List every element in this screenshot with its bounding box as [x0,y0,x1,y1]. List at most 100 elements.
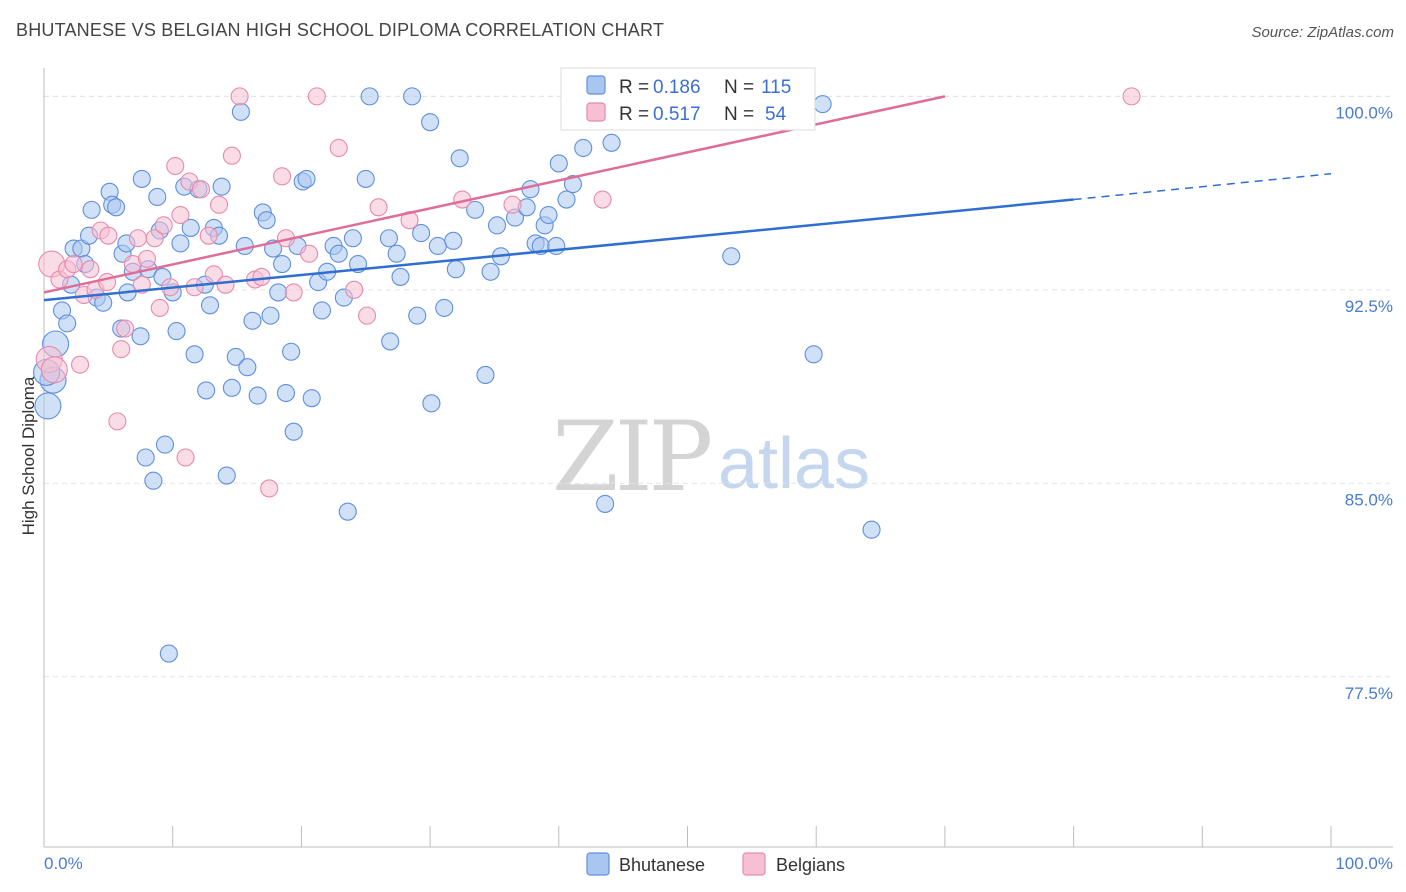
legend-swatch-belgians [586,102,606,122]
belgians-point [70,355,90,374]
chart-title: BHUTANESE VS BELGIAN HIGH SCHOOL DIPLOMA… [16,20,665,40]
bhutanese-point [387,244,406,263]
bhutanese-point [487,216,507,235]
bhutanese-point [481,262,500,281]
belgians-point [503,195,522,214]
bhutanese-point [144,471,163,490]
bhutanese-point [155,435,175,454]
grid-lines [44,95,1393,678]
bhutanese-point [248,386,267,405]
bhutanese-point [243,311,262,330]
bhutanese-point [722,247,741,266]
bhutanese-point [539,205,558,225]
bhutanese-point [159,644,178,663]
bhutanese-point [403,87,422,106]
bhutanese-point [428,236,447,256]
legend-r-value-bhutanese: 0.186 [653,77,701,98]
x-tick-label-max: 100.0% [1335,854,1393,873]
bhutanese-point [231,102,250,121]
belgians-point [216,275,235,294]
belgians-point [150,298,169,317]
bhutanese-point [136,448,155,467]
source-label: Source: ZipAtlas.com [1251,24,1394,41]
x-tick-label-min: 0.0% [44,854,83,873]
belgians-point [345,280,364,299]
belgians-point [137,249,157,268]
bhutanese-point [466,200,485,219]
bhutanese-point [212,177,231,196]
axes [43,68,1393,848]
bhutanese-point [282,342,301,361]
belgians-point [260,479,279,498]
legend-n-label-bhutanese: N = [724,77,754,98]
bottom-legend-swatch-belgians [742,852,766,876]
watermark-zip: ZIP [552,401,711,513]
belgians-point [252,267,271,286]
belgians-point [154,216,173,235]
bhutanese-point [238,358,257,377]
belgians-point [273,167,292,186]
belgians-point [329,138,348,158]
bhutanese-point [391,267,410,286]
belgians-point [128,229,148,248]
bhutanese-point [574,138,593,158]
bhutanese-point [412,224,431,243]
bhutanese-point [563,175,583,194]
bhutanese-point [273,254,292,274]
trend-line-bhutanese [43,198,1074,302]
bhutanese-point [381,332,400,351]
y-tick-label: 92.5% [1345,297,1393,316]
belgians-point [166,156,185,176]
bhutanese-point [257,211,276,230]
bhutanese-point [82,200,101,219]
bhutanese-point [297,169,316,188]
bhutanese-point [197,381,216,400]
bhutanese-point [181,218,200,237]
belgians-point [307,87,326,106]
belgians-point [199,226,218,245]
bhutanese-point [557,190,576,209]
bhutanese-point [58,314,77,333]
bhutanese-point [343,229,362,248]
bhutanese-point [862,520,881,539]
legend-r-value-belgians: 0.517 [653,104,701,125]
legend-n-label-belgians: N = [724,104,754,125]
bhutanese-point [476,365,495,385]
bhutanese-point [148,187,167,207]
series-legend: Bhutanese Belgians [586,852,845,876]
watermark-atlas: atlas [718,424,870,504]
bhutanese-point [435,298,454,317]
bhutanese-point [329,244,348,263]
bhutanese-point [276,383,296,403]
legend-n-value-bhutanese: 115 [761,77,791,98]
bottom-legend-swatch-bhutanese [586,852,610,876]
bhutanese-point [379,229,398,248]
bhutanese-point [596,494,615,513]
belgians-point [369,198,388,217]
bhutanese-point [444,231,463,250]
bhutanese-point [261,306,280,325]
legend-n-value-belgians: 54 [765,104,787,125]
belgians-point [171,205,190,225]
bhutanese-point [408,306,427,325]
bhutanese-point [338,502,357,521]
trend-line-bhutanese-extension [1073,173,1332,201]
bhutanese-point [226,347,245,366]
belgians-point [1122,87,1141,106]
stats-legend: R = 0.186 N = 115 R = 0.517 N = 54 [560,67,816,131]
y-tick-label: 77.5% [1345,684,1393,703]
belgians-point [209,195,229,214]
belgians-point [112,340,131,359]
y-tick-labels: 77.5% 85.0% 92.5% 100.0% [1335,103,1393,702]
belgians-point [300,244,319,263]
series-bhutanese-points [33,87,881,663]
belgians-point [99,226,118,245]
bhutanese-point [284,422,303,441]
belgians-point [176,448,195,467]
bhutanese-point [421,113,440,132]
bhutanese-point [131,327,150,346]
belgians-point [357,306,377,325]
belgians-point [230,87,249,106]
bhutanese-point [167,322,186,341]
